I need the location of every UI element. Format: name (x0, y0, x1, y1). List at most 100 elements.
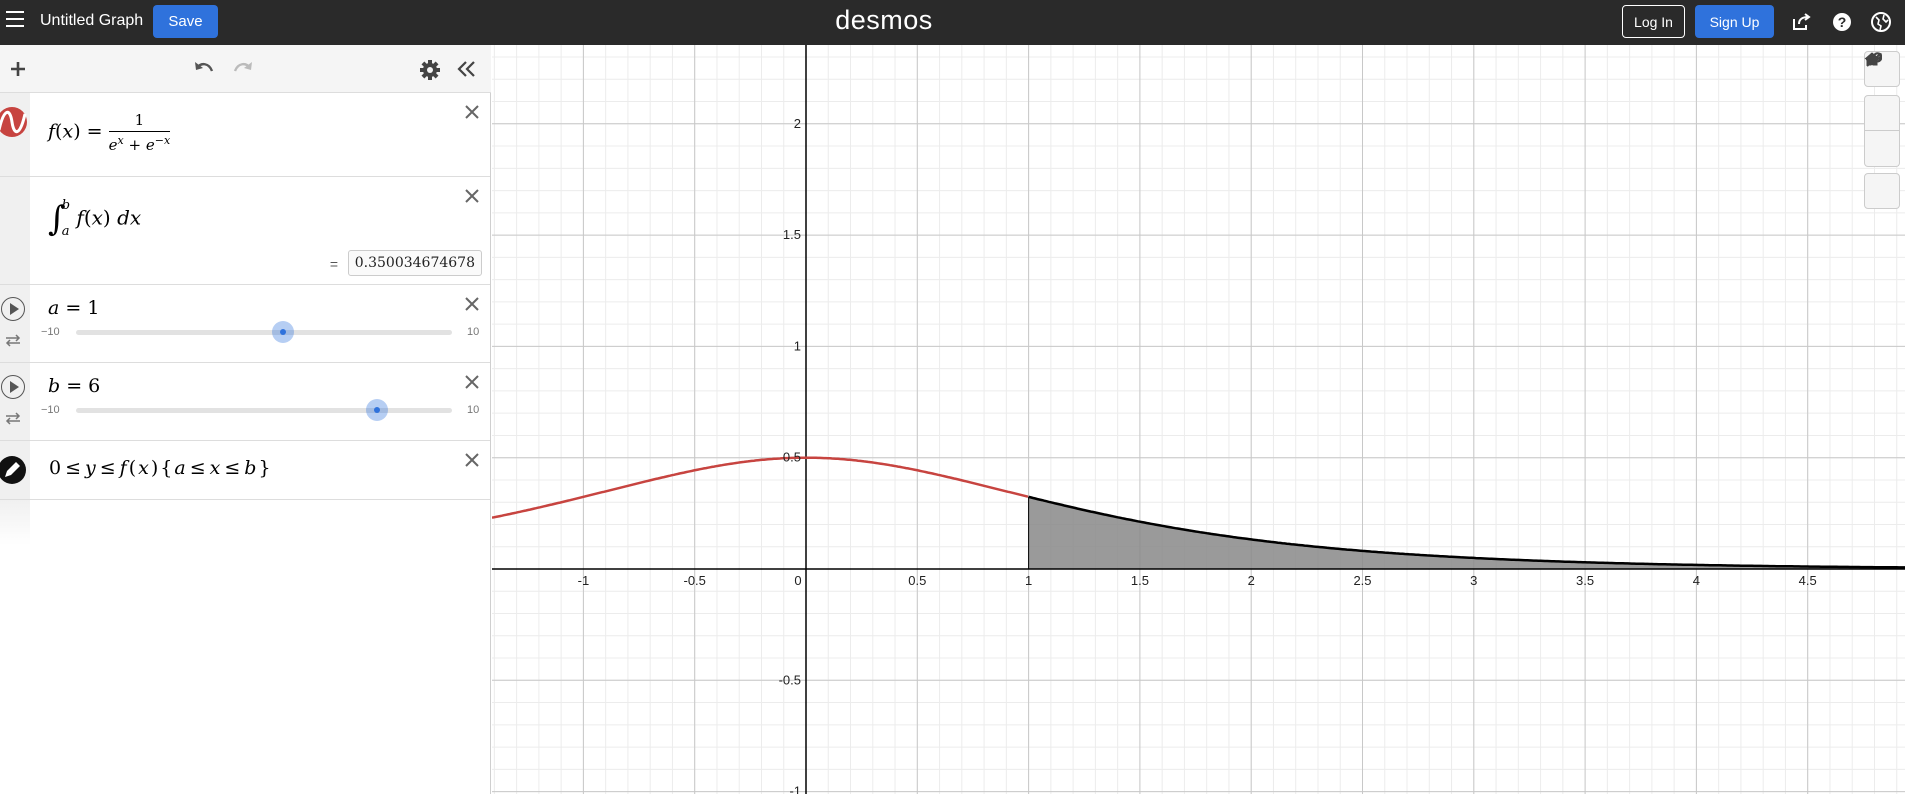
region-boundary (1028, 495, 1905, 569)
graph-paper[interactable]: -1 -0.5 0 0.5 1 1.5 2 2.5 3 3.5 4 4.5 2 1.5 1 0.5 -0.5 -1 (492, 45, 1905, 794)
x-tick-label: 3 (1470, 573, 1477, 588)
fraction: 1 ex + e−x (108, 111, 171, 154)
signup-button[interactable]: Sign Up (1695, 5, 1774, 38)
slider-track[interactable] (76, 408, 452, 413)
graph-canvas[interactable]: -1 -0.5 0 0.5 1 1.5 2 2.5 3 3.5 4 4.5 2 1.5 1 0.5 -0.5 -1 (492, 45, 1905, 794)
function-name: f (48, 120, 56, 143)
region-token: x (138, 457, 149, 479)
x-tick-label: 3.5 (1576, 573, 1594, 588)
x-tick-label: -1 (578, 573, 590, 588)
region-token: ≤ (65, 457, 82, 479)
expression-row-a[interactable]: a = 1 −10 10 (0, 285, 490, 363)
x-tick-label: 1.5 (1131, 573, 1149, 588)
denominator-exp-2: −x (154, 134, 171, 147)
y-tick-label: -0.5 (779, 672, 801, 687)
y-tick-label: 0.5 (783, 450, 801, 465)
close-icon[interactable] (463, 373, 481, 391)
expression-row-b[interactable]: b = 6 −10 10 (0, 363, 490, 441)
integrand-arg: x (91, 205, 103, 230)
expression-toolbar (0, 45, 491, 93)
loop-icon[interactable] (4, 411, 22, 425)
plus-icon[interactable] (9, 60, 27, 78)
desmos-logo: desmos (835, 5, 933, 35)
close-icon[interactable] (463, 295, 481, 313)
y-tick-label: -1 (789, 784, 801, 794)
slider-min: −10 (41, 404, 60, 416)
x-tick-label: -0.5 (683, 573, 705, 588)
graph-side-tools (1864, 51, 1900, 209)
graph-color-icon[interactable] (0, 106, 28, 138)
help-icon[interactable]: ? (1831, 11, 1853, 33)
x-tick-label: 4.5 (1799, 573, 1817, 588)
zoom-in-icon[interactable] (1864, 53, 1900, 131)
top-bar: Untitled Graph Save desmos Log In Sign U… (0, 0, 1905, 45)
region-token: y (85, 457, 96, 479)
x-tick-label: 2.5 (1353, 573, 1371, 588)
slider-b-label[interactable]: b = 6 (48, 375, 101, 397)
variable-name: b (48, 375, 61, 397)
integral-upper-bound: b (61, 198, 71, 213)
region-token: b (244, 457, 257, 479)
graph-title[interactable]: Untitled Graph (40, 12, 144, 29)
login-button[interactable]: Log In (1622, 5, 1685, 38)
globe-icon[interactable] (1870, 11, 1892, 33)
svg-text:?: ? (1838, 14, 1847, 30)
loop-icon[interactable] (4, 333, 22, 347)
integral-lower-bound: a (61, 224, 70, 239)
fraction-denominator: ex + e−x (109, 132, 171, 154)
y-tick-label: 1 (794, 338, 801, 353)
region-token: ≤ (99, 457, 116, 479)
function-arg: x (62, 120, 74, 143)
slider-track[interactable] (76, 330, 452, 335)
play-icon[interactable] (1, 297, 25, 321)
slider-a-label[interactable]: a = 1 (48, 297, 100, 319)
home-icon[interactable] (1864, 52, 1900, 209)
expression-gutter (0, 177, 30, 284)
slider-max: 10 (467, 404, 480, 416)
region-inequality[interactable]: 0 ≤ y ≤ f(x){a ≤ x ≤ b} (48, 457, 272, 479)
double-chevron-left-icon[interactable] (456, 59, 478, 79)
slider-max: 10 (467, 326, 480, 338)
region-token: { (160, 457, 173, 479)
expression-row-f[interactable]: f(x) = 1 ex + e−x (0, 93, 490, 177)
expression-row-region[interactable]: 0 ≤ y ≤ f(x){a ≤ x ≤ b} (0, 441, 490, 500)
fraction-numerator: 1 (108, 111, 171, 132)
close-icon[interactable] (463, 103, 481, 121)
slider-handle[interactable] (366, 399, 388, 421)
gear-icon[interactable] (419, 59, 441, 81)
x-tick-label: 1 (1025, 573, 1032, 588)
new-expression-gutter[interactable] (0, 500, 30, 545)
expression-integral-math[interactable]: ∫ b a f(x) dx (48, 193, 141, 245)
plus-sign: + (128, 136, 142, 154)
x-tick-label: 4 (1693, 573, 1700, 588)
region-token: ≤ (189, 457, 206, 479)
x-tick-label: 0 (794, 573, 801, 588)
undo-icon[interactable] (193, 59, 215, 79)
integral-result: 0.350034674678 (347, 250, 482, 276)
slider-handle[interactable] (272, 321, 294, 343)
denominator-exp-1: x (117, 134, 124, 147)
expression-panel: f(x) = 1 ex + e−x ∫ b a f(x) dx = 0.350034… (0, 45, 491, 794)
y-tick-label: 2 (794, 116, 801, 131)
x-tick-label: 2 (1248, 573, 1255, 588)
save-button[interactable]: Save (153, 5, 218, 38)
region-token: ≤ (224, 457, 241, 479)
close-icon[interactable] (463, 451, 481, 469)
expression-row-integral[interactable]: ∫ b a f(x) dx = 0.350034674678 (0, 177, 490, 285)
integrand-function: f (76, 205, 84, 230)
integral-sign: ∫ (48, 199, 66, 239)
close-icon[interactable] (463, 187, 481, 205)
region-token: x (209, 457, 221, 479)
region-token: ) (150, 457, 159, 479)
integral-dx: dx (117, 205, 142, 230)
variable-value: 6 (88, 375, 101, 397)
share-icon[interactable] (1791, 11, 1813, 33)
region-token: ( (128, 457, 137, 479)
zoom-out-icon[interactable] (1864, 57, 1900, 167)
expression-f-math[interactable]: f(x) = 1 ex + e−x (48, 111, 171, 154)
play-icon[interactable] (1, 375, 25, 399)
hamburger-icon[interactable] (6, 11, 24, 27)
redo-icon[interactable] (232, 59, 254, 79)
denominator-base-1: e (108, 136, 118, 154)
edit-color-icon[interactable] (0, 455, 28, 485)
